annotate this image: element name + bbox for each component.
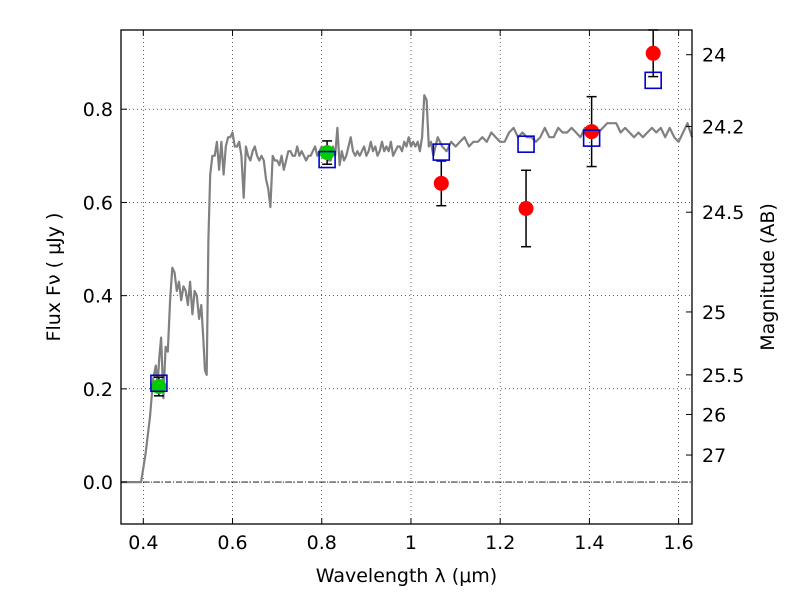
tick-labels: 0.4 0.6 0.8 1 1.2 1.4 1.6 0.0 0.2 0.4 0.6 0.8 24 24.2… (83, 45, 745, 554)
x-tick-label: 1 (405, 532, 417, 554)
green-observation-point (151, 379, 167, 395)
y-axis-label: Flux Fν ( μJy ) (43, 213, 65, 342)
y-tick-label: 0.4 (83, 286, 113, 308)
x-tick-label: 0.4 (128, 532, 158, 554)
model-photometry-square (517, 135, 535, 153)
right-tick-label: 26 (702, 404, 726, 426)
model-photometry-square (432, 143, 451, 161)
y-tick-label: 0.2 (83, 379, 113, 401)
x-tick-label: 1.4 (574, 532, 604, 554)
right-tick-label: 25 (702, 302, 726, 324)
x-axis-label: Wavelength λ (μm) (316, 565, 497, 587)
plot-frame (120, 29, 693, 525)
green-observation-point (319, 145, 335, 161)
model-photometry-square (318, 150, 336, 169)
model-photometry-square (150, 374, 168, 393)
right-axis-label: Magnitude (AB) (757, 203, 779, 351)
data-points (151, 45, 661, 395)
red-observation-point (433, 175, 449, 191)
model-photometry-square (644, 71, 662, 90)
right-tick-label: 24 (702, 45, 726, 67)
x-tick-label: 0.6 (217, 532, 247, 554)
red-observation-point (645, 45, 661, 61)
x-tick-label: 0.8 (307, 532, 337, 554)
model-photometry-square (582, 129, 601, 147)
red-observation-point (518, 200, 534, 216)
right-tick-label: 27 (702, 445, 726, 467)
y-tick-label: 0.8 (83, 99, 113, 121)
x-tick-label: 1.2 (485, 532, 515, 554)
x-tick-label: 1.6 (664, 532, 694, 554)
y-tick-label: 0.0 (83, 472, 113, 494)
template-spectrum (121, 94, 694, 484)
axis-ticks (121, 30, 692, 524)
y-tick-label: 0.6 (83, 192, 113, 214)
model-photometry (150, 71, 662, 393)
right-tick-label: 24.5 (702, 202, 744, 224)
spectrum-line (121, 94, 694, 484)
right-tick-label: 24.2 (702, 116, 744, 138)
right-tick-label: 25.5 (702, 365, 744, 387)
red-observation-point (584, 124, 600, 140)
